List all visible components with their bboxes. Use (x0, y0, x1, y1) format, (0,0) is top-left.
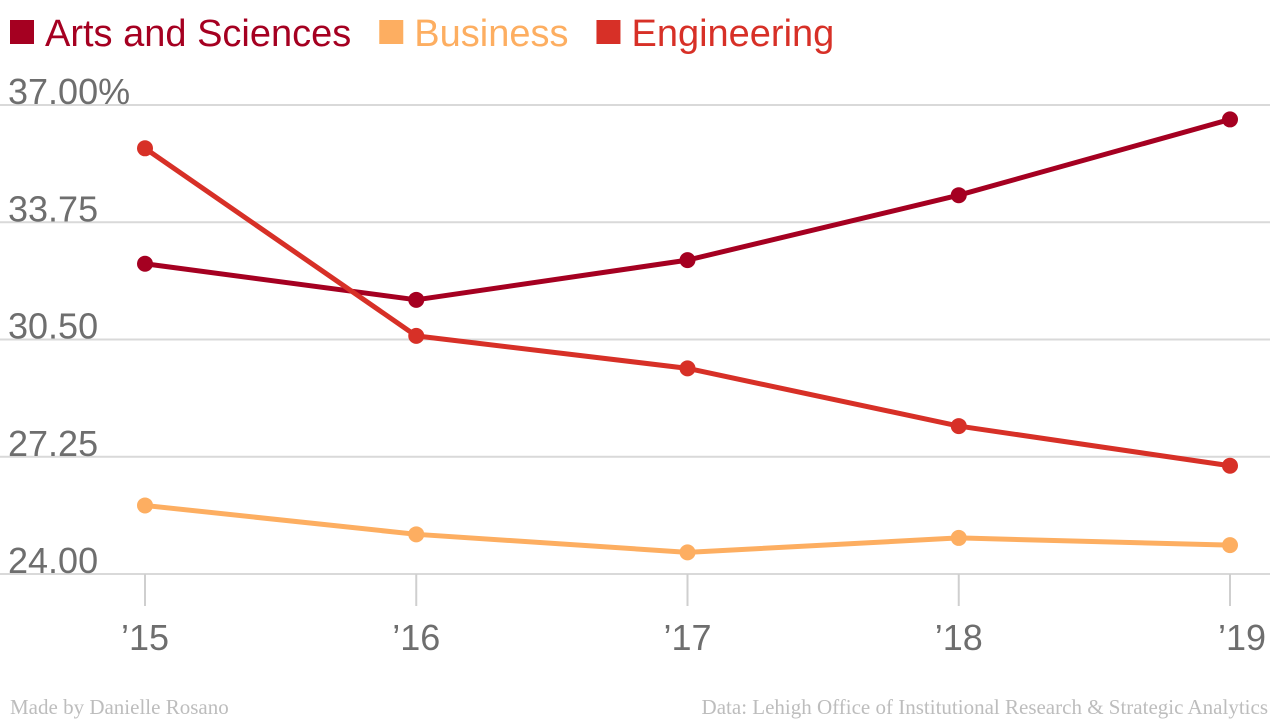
data-point (679, 252, 696, 269)
data-point (137, 255, 153, 272)
series-line (142, 145, 1233, 469)
data-point (408, 327, 425, 344)
data-point (679, 544, 696, 561)
x-tick-label: ’16 (392, 617, 440, 658)
data-point (1222, 457, 1238, 474)
legend-swatch (10, 20, 34, 44)
legend-swatch (596, 20, 621, 44)
footer-source: Data: Lehigh Office of Institutional Res… (702, 695, 1268, 719)
x-tick-label: ’15 (121, 617, 169, 658)
data-point (408, 291, 425, 308)
data-point (137, 497, 153, 514)
gridlines (0, 104, 1270, 575)
x-tick-label: ’18 (935, 617, 983, 658)
legend: Arts and Sciences Business Engineering (10, 13, 834, 55)
legend-item: Arts and Sciences (10, 13, 351, 55)
legend-label: Engineering (631, 13, 834, 55)
x-axis: ’15 ’16 ’17 ’18 ’19 (121, 574, 1266, 658)
y-tick-label: 33.75 (8, 188, 98, 229)
x-tick-label: ’17 (663, 617, 711, 658)
legend-label: Business (414, 13, 568, 55)
data-point (408, 526, 425, 543)
y-axis: 24.00 27.25 30.50 33.75 37.00% (8, 71, 130, 581)
data-point (679, 360, 696, 377)
legend-swatch (379, 20, 404, 44)
footer-credit: Made by Danielle Rosano (10, 695, 229, 719)
data-point (950, 187, 967, 204)
data-point (1222, 111, 1238, 128)
data-point (950, 529, 967, 546)
y-tick-label: 27.25 (8, 423, 98, 464)
data-point (950, 418, 967, 435)
legend-item: Engineering (596, 13, 834, 55)
series-engineering (137, 140, 1238, 474)
legend-item: Business (379, 13, 568, 55)
y-tick-label: 24.00 (8, 540, 98, 581)
series-line (142, 116, 1233, 303)
legend-label: Arts and Sciences (45, 13, 351, 55)
y-tick-label: 37.00% (8, 71, 130, 112)
y-tick-label: 30.50 (8, 306, 98, 347)
series-layer (137, 111, 1238, 561)
data-point (137, 140, 153, 157)
data-point (1222, 537, 1238, 554)
series-business (137, 497, 1238, 561)
x-tick-label: ’19 (1218, 617, 1266, 658)
series-arts-and-sciences (137, 111, 1238, 308)
